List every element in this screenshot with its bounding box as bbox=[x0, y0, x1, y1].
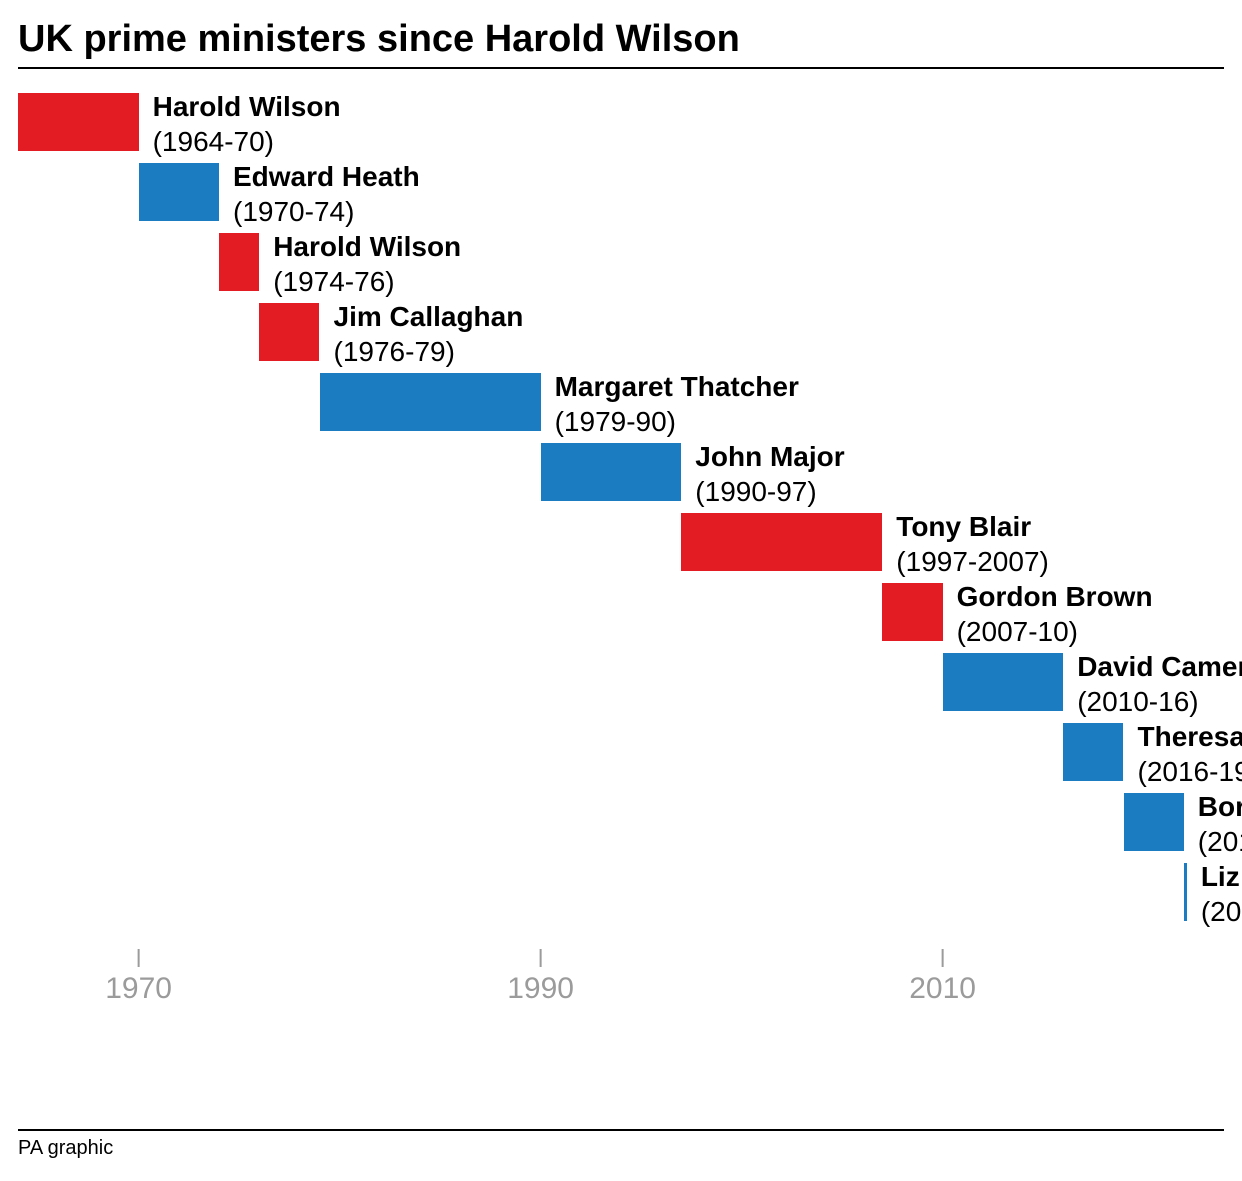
axis-tick: 2010 bbox=[909, 949, 976, 1006]
pm-row: John Major(1990-97) bbox=[18, 437, 1224, 507]
title-rule bbox=[18, 67, 1224, 69]
pm-name: Edward Heath bbox=[233, 159, 420, 194]
pm-row: Harold Wilson(1974-76) bbox=[18, 227, 1224, 297]
pm-years: (1964-70) bbox=[153, 124, 341, 159]
pm-label: Gordon Brown(2007-10) bbox=[957, 579, 1153, 649]
pm-label: Harold Wilson(1974-76) bbox=[273, 229, 461, 299]
tick-mark bbox=[540, 949, 542, 967]
pm-bar bbox=[1124, 793, 1184, 851]
pm-row: Tony Blair(1997-2007) bbox=[18, 507, 1224, 577]
pm-label: Edward Heath(1970-74) bbox=[233, 159, 420, 229]
tick-mark bbox=[138, 949, 140, 967]
pm-years: (1990-97) bbox=[695, 474, 844, 509]
pm-row: Gordon Brown(2007-10) bbox=[18, 577, 1224, 647]
pm-bar bbox=[681, 513, 882, 571]
pm-years: (1976-79) bbox=[334, 334, 524, 369]
pm-bar bbox=[943, 653, 1064, 711]
pm-name: Harold Wilson bbox=[273, 229, 461, 264]
chart-container: UK prime ministers since Harold Wilson H… bbox=[18, 18, 1224, 1087]
pm-name: Harold Wilson bbox=[153, 89, 341, 124]
chart-title: UK prime ministers since Harold Wilson bbox=[18, 18, 1224, 67]
pm-name: Liz Truss bbox=[1201, 859, 1242, 894]
pm-bar bbox=[541, 443, 682, 501]
pm-bar bbox=[18, 93, 139, 151]
pm-row: Jim Callaghan(1976-79) bbox=[18, 297, 1224, 367]
pm-label: Jim Callaghan(1976-79) bbox=[334, 299, 524, 369]
pm-label: Tony Blair(1997-2007) bbox=[896, 509, 1049, 579]
pm-bar bbox=[1184, 863, 1187, 921]
tick-label: 2010 bbox=[909, 972, 976, 1006]
tick-label: 1990 bbox=[507, 972, 574, 1006]
pm-label: Liz Truss(2022) bbox=[1201, 859, 1242, 929]
pm-row: Margaret Thatcher(1979-90) bbox=[18, 367, 1224, 437]
axis-tick: 1970 bbox=[105, 949, 172, 1006]
pm-name: David Cameron bbox=[1077, 649, 1242, 684]
pm-name: Margaret Thatcher bbox=[555, 369, 799, 404]
pm-bar bbox=[259, 303, 319, 361]
pm-years: (1970-74) bbox=[233, 194, 420, 229]
pm-name: Tony Blair bbox=[896, 509, 1049, 544]
pm-name: John Major bbox=[695, 439, 844, 474]
axis-tick: 1990 bbox=[507, 949, 574, 1006]
pm-row: Harold Wilson(1964-70) bbox=[18, 87, 1224, 157]
tick-mark bbox=[942, 949, 944, 967]
pm-years: (2022) bbox=[1201, 894, 1242, 929]
pm-years: (2007-10) bbox=[957, 614, 1153, 649]
pm-years: (1979-90) bbox=[555, 404, 799, 439]
pm-years: (1997-2007) bbox=[896, 544, 1049, 579]
pm-row: Liz Truss(2022) bbox=[18, 857, 1224, 927]
pm-row: Boris Johnson(2019-22) bbox=[18, 787, 1224, 857]
pm-bar bbox=[1063, 723, 1123, 781]
pm-bar bbox=[320, 373, 541, 431]
pm-years: (1974-76) bbox=[273, 264, 461, 299]
pm-bar bbox=[219, 233, 259, 291]
pm-label: Harold Wilson(1964-70) bbox=[153, 89, 341, 159]
pm-row: Theresa May(2016-19) bbox=[18, 717, 1224, 787]
pm-bar bbox=[139, 163, 219, 221]
pm-label: John Major(1990-97) bbox=[695, 439, 844, 509]
pm-years: (2010-16) bbox=[1077, 684, 1242, 719]
credit-text: PA graphic bbox=[18, 1137, 113, 1160]
pm-label: Margaret Thatcher(1979-90) bbox=[555, 369, 799, 439]
pm-label: David Cameron(2010-16) bbox=[1077, 649, 1242, 719]
plot-area: Harold Wilson(1964-70)Edward Heath(1970-… bbox=[18, 87, 1224, 1087]
pm-row: David Cameron(2010-16) bbox=[18, 647, 1224, 717]
pm-years: (2019-22) bbox=[1198, 824, 1242, 859]
pm-row: Edward Heath(1970-74) bbox=[18, 157, 1224, 227]
pm-name: Theresa May bbox=[1138, 719, 1242, 754]
pm-name: Boris Johnson bbox=[1198, 789, 1242, 824]
pm-name: Jim Callaghan bbox=[334, 299, 524, 334]
pm-label: Boris Johnson(2019-22) bbox=[1198, 789, 1242, 859]
tick-label: 1970 bbox=[105, 972, 172, 1006]
pm-label: Theresa May(2016-19) bbox=[1138, 719, 1242, 789]
pm-years: (2016-19) bbox=[1138, 754, 1242, 789]
pm-name: Gordon Brown bbox=[957, 579, 1153, 614]
footer-rule bbox=[18, 1129, 1224, 1131]
pm-bar bbox=[882, 583, 942, 641]
